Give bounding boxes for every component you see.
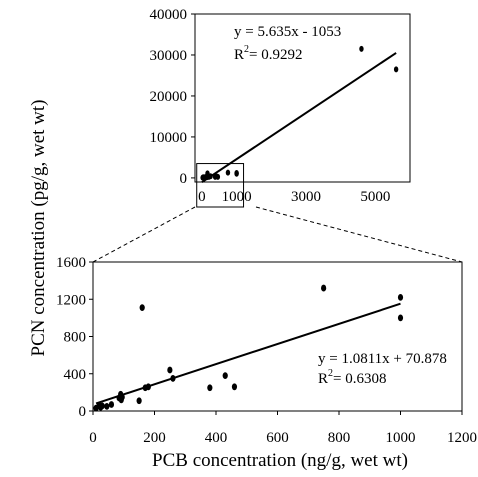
bottom-x-tick-label: 400 <box>205 430 228 446</box>
bottom-x-tick-label: 800 <box>328 430 351 446</box>
bottom-y-tick-label: 1200 <box>56 292 86 308</box>
bottom-data-point <box>104 402 110 410</box>
top-data-point <box>234 170 239 177</box>
top-y-tick-label: 30000 <box>150 48 188 64</box>
top-plot-frame <box>194 13 411 183</box>
y-axis-label: PCN concentration (pg/g, wet wt) <box>28 100 49 357</box>
bottom-equation: y = 1.0811x + 70.878 <box>318 351 447 367</box>
bottom-x-tick-label: 0 <box>89 430 97 446</box>
bottom-data-point <box>222 372 228 380</box>
top-y-tick-label: 0 <box>180 171 188 187</box>
top-points <box>200 45 399 181</box>
bottom-chart: 0 400 800 1200 1600 0 200 400 600 800 1000 1200 y =… <box>56 255 477 471</box>
bottom-data-point <box>397 314 404 322</box>
bottom-y-tick-label: 800 <box>64 330 87 346</box>
bottom-data-point <box>321 284 327 292</box>
top-y-tick-label: 10000 <box>150 130 188 146</box>
bottom-x-tick-label: 200 <box>143 430 166 446</box>
top-x-tick-label: 3000 <box>291 189 321 205</box>
zoom-box <box>196 163 245 208</box>
top-x-tick-label: 5000 <box>360 189 390 205</box>
bottom-x-tick-label: 600 <box>266 430 289 446</box>
bottom-r-squared: R2= 0.6308 <box>318 368 386 387</box>
top-fit-line <box>201 52 397 184</box>
bottom-data-point <box>99 402 105 410</box>
zoom-connector-left <box>92 206 196 263</box>
bottom-data-point <box>108 401 115 408</box>
bottom-r-squared-value: = 0.6308 <box>333 371 386 387</box>
top-r-squared-label: R <box>234 47 244 63</box>
top-r-squared-sup: 2 <box>244 44 249 55</box>
bottom-data-point <box>167 366 173 374</box>
bottom-r-squared-label: R <box>318 371 328 387</box>
top-x-tick-label: 1000 <box>222 189 252 205</box>
bottom-data-point <box>136 397 142 405</box>
top-equation: y = 5.635x - 1053 <box>234 24 341 40</box>
zoom-connector-right <box>255 206 463 263</box>
top-data-point <box>225 169 231 176</box>
bottom-data-point <box>231 383 238 391</box>
top-r-squared-value: = 0.9292 <box>249 47 302 63</box>
bottom-data-point <box>139 304 145 312</box>
bottom-data-point <box>397 293 404 301</box>
top-y-tick-label: 40000 <box>150 7 188 23</box>
x-axis-label: PCB concentration (ng/g, wet wt) <box>152 450 408 471</box>
top-y-tick-label: 20000 <box>150 89 188 105</box>
bottom-data-point <box>207 384 213 392</box>
bottom-r-squared-sup: 2 <box>328 368 333 379</box>
top-data-point <box>393 66 399 73</box>
bottom-x-tick-label: 1000 <box>386 430 416 446</box>
bottom-x-tick-label: 1200 <box>447 430 477 446</box>
bottom-axes: 0 400 800 1200 1600 0 200 400 600 800 1000 1200 <box>56 255 477 446</box>
top-data-point <box>359 45 364 52</box>
top-chart: 0 10000 20000 30000 40000 0 1000 3000 5000 y = 5… <box>150 7 411 208</box>
top-data-point <box>215 173 221 180</box>
top-r-squared: R2= 0.9292 <box>234 44 302 63</box>
top-axes: 0 10000 20000 30000 40000 0 1000 3000 5000 <box>150 7 391 205</box>
bottom-y-tick-label: 1600 <box>56 255 86 271</box>
top-x-tick-label: 0 <box>198 189 206 205</box>
bottom-fit-line <box>95 302 401 405</box>
bottom-points <box>93 284 404 412</box>
bottom-y-tick-label: 0 <box>79 404 87 420</box>
bottom-y-tick-label: 400 <box>64 367 87 383</box>
